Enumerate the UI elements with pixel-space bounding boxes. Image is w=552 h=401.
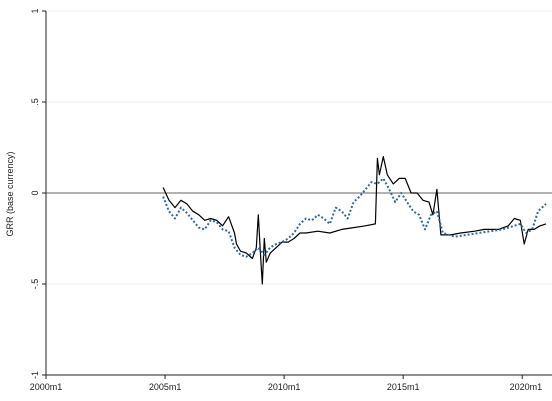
series-layer: [162, 156, 547, 285]
x-tick-label-4: 2020m1: [510, 382, 543, 392]
series-line-solid: [162, 156, 547, 285]
y-tick-label-0: -1: [30, 371, 40, 379]
y-tick-label-3: .5: [30, 98, 40, 106]
x-tick-label-1: 2005m1: [149, 382, 182, 392]
axis-layer: [42, 10, 552, 379]
y-axis-title: GRR (base currency): [5, 151, 15, 236]
x-tick-label-2: 2010m1: [268, 382, 301, 392]
y-tick-label-1: -.5: [30, 279, 40, 290]
y-tick-label-2: 0: [30, 190, 40, 195]
x-tick-label-3: 2015m1: [387, 382, 420, 392]
series-line-dotted: [162, 177, 547, 258]
y-tick-label-4: 1: [30, 8, 40, 13]
x-tick-label-0: 2000m1: [30, 382, 63, 392]
tick-label-layer: -1 -.5 0 .5 1 2000m1 2005m1 2010m1 2015m1 2020m1: [30, 8, 542, 392]
